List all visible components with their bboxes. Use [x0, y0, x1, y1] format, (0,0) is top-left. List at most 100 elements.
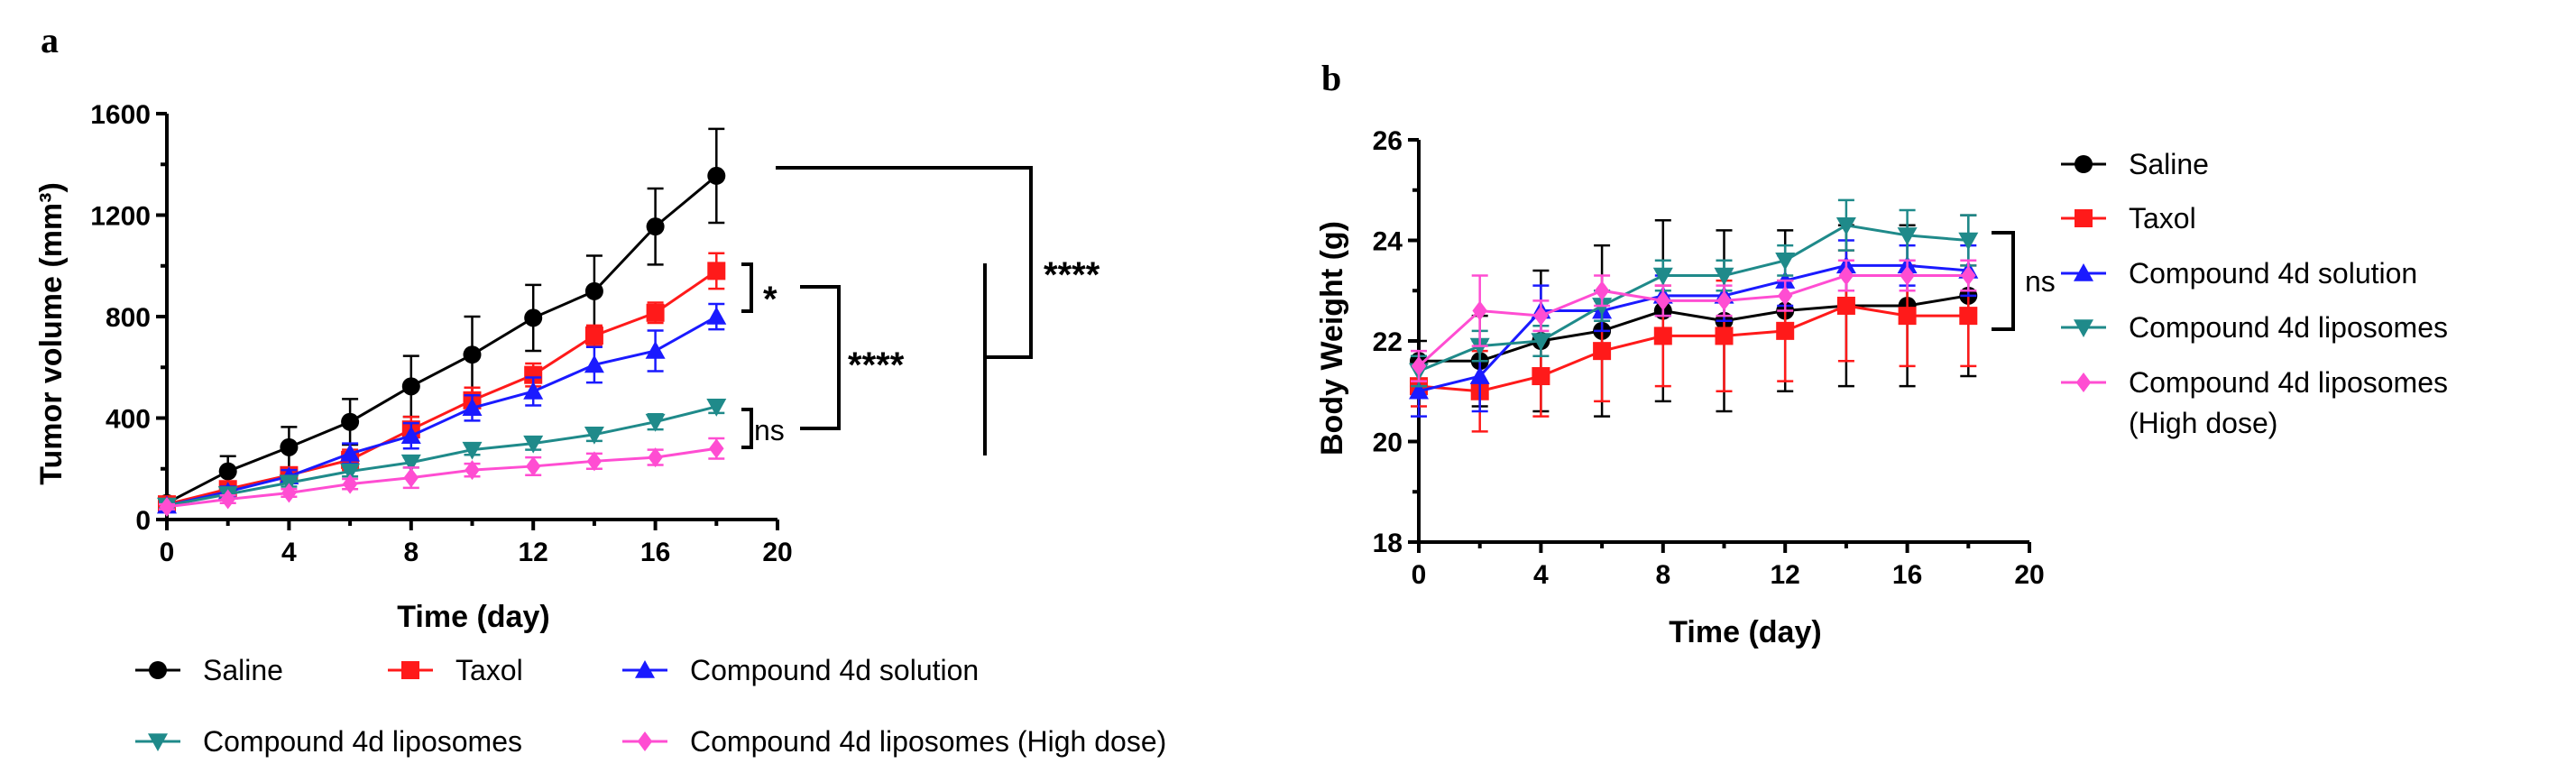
legend-marker [2074, 319, 2093, 337]
legend-item-taxol: Taxol [2061, 202, 2196, 235]
panel-a-data-point [646, 217, 665, 236]
legend-label: Compound 4d solution [2129, 257, 2417, 290]
panel-a-data-point [463, 345, 482, 364]
panel-a-data-point [584, 354, 604, 373]
panel-a-data-point [645, 413, 666, 432]
panel-b-data-point [1653, 327, 1672, 345]
legend-label-second-line: (High dose) [2129, 407, 2277, 439]
panel-b-data-point [1838, 265, 1854, 286]
legend-label: Taxol [455, 654, 523, 686]
legend-item-compound-4d-solution: Compound 4d solution [622, 654, 979, 686]
panel-a-series-line-compound-4d-liposomes-high-dose [166, 446, 717, 509]
panel-a-x-tick-label: 8 [403, 538, 419, 567]
legend-marker [2075, 155, 2093, 173]
panel-b-x-tick-label: 8 [1655, 560, 1670, 590]
panel-b-data-point [1897, 227, 1918, 245]
panel-b-data-point [1531, 333, 1551, 351]
legend-marker [2074, 263, 2093, 281]
panel-b-data-point [1836, 296, 1855, 315]
panel-a-data-point [524, 365, 543, 384]
panel-a-data-point [340, 463, 361, 482]
panel-a-data-point [280, 437, 299, 456]
panel-b-series-line-compound-4d-solution [1418, 263, 1969, 393]
panel-a-y-axis-title: Tumor volume (mm³) [34, 182, 69, 485]
legend-label: Taxol [2129, 202, 2196, 235]
panel-b-series [1409, 198, 1979, 433]
panel-b-series-line-saline [1419, 294, 1969, 363]
panel-a-data-point [401, 377, 420, 396]
panel-b-data-point [1835, 216, 1856, 235]
panel-a-series-compound-4d-solution [157, 302, 727, 514]
panel-a-y-tick-label: 800 [106, 303, 151, 333]
panel-a-data-point [220, 489, 235, 510]
panel-b-x-tick-label: 20 [2014, 560, 2044, 590]
panel-a-y-tick-label: 400 [106, 405, 151, 435]
panel-b-x-tick-label: 4 [1533, 560, 1549, 590]
panel-a-data-point [403, 467, 419, 488]
panel-b-y-tick-label: 20 [1373, 428, 1403, 458]
panel-a-data-point [400, 454, 421, 473]
panel-a-data-point [646, 303, 665, 322]
panel-b-series-compound-4d-solution [1409, 239, 1979, 418]
panel-a-axes: 0 4 8 12 16 20 0 400 800 1200 1600 [90, 100, 792, 567]
panel-b-data-point [1594, 281, 1610, 301]
bracket-body-weight [1992, 231, 2015, 331]
legend-item-compound-4d-liposomes: Compound 4d liposomes [2061, 311, 2448, 344]
panel-a-letter: a [41, 20, 59, 60]
panel-b-data-point [1958, 232, 1979, 251]
bracket-taxol-vs-solution [741, 262, 753, 313]
panel-b-data-point [1775, 253, 1796, 271]
panel-b-y-tick-label: 24 [1373, 227, 1403, 257]
legend-marker [635, 660, 655, 678]
panel-a-data-point [342, 474, 358, 494]
panel-a-series-line-compound-4d-liposomes [166, 405, 717, 508]
panel-b-data-point [1532, 367, 1550, 386]
panel-a-data-point [524, 308, 543, 327]
panel-a-y-tick-label: 1600 [90, 100, 151, 130]
panel-a-data-point [706, 307, 727, 325]
panel-a-x-tick-label: 0 [160, 538, 175, 567]
panel-a-data-point [341, 412, 360, 431]
ns-label-a: ns [754, 414, 785, 446]
legend-label: Compound 4d liposomes [2129, 311, 2448, 344]
panel-a-data-point [159, 496, 175, 517]
panel-a-data-point [584, 426, 604, 445]
legend-item-compound-4d-liposomes: Compound 4d liposomes [135, 725, 522, 758]
panel-b-x-axis-title: Time (day) [1669, 615, 1821, 649]
legend-item-saline: Saline [2061, 148, 2209, 180]
panel-a: a 0 4 8 12 16 20 0 400 800 1200 1600 Time (day) Tu… [34, 20, 1166, 758]
panel-b-data-point [1533, 306, 1549, 327]
legend-label: Saline [203, 654, 283, 686]
panel-a-series-compound-4d-liposomes-high-dose [159, 437, 725, 517]
legend-label: Compound 4d solution [690, 654, 979, 686]
panel-b-series-compound-4d-liposomes [1409, 198, 1979, 388]
panel-a-data-point [525, 455, 541, 476]
legend-marker [637, 731, 653, 751]
panel-b-legend: Saline Taxol Compound 4d solution Compound … [2061, 148, 2448, 439]
panel-a-data-point [584, 327, 603, 345]
panel-b-data-point [1652, 267, 1673, 286]
panel-a-data-point [707, 262, 726, 281]
panel-b-data-point [1777, 285, 1793, 306]
panel-b-data-point [1898, 307, 1917, 326]
panel-a-data-point [706, 399, 727, 417]
legend-item-compound-4d-liposomes-high-dose: Compound 4d liposomes [2061, 366, 2448, 399]
panel-b-data-point [1714, 267, 1734, 286]
panel-b-data-point [1900, 265, 1915, 286]
panel-b-letter: b [1321, 58, 1341, 98]
panel-b-x-tick-label: 16 [1892, 560, 1922, 590]
panel-a-data-point [648, 447, 663, 468]
sig-star-4-outer: **** [1044, 255, 1100, 295]
legend-item-saline: Saline [135, 654, 283, 686]
panel-a-x-axis-title: Time (day) [397, 600, 549, 634]
panel-a-x-tick-label: 16 [640, 538, 670, 567]
panel-a-data-point [709, 438, 724, 459]
legend-marker [149, 661, 167, 679]
panel-a-data-point [462, 441, 483, 460]
panel-b-y-axis-title: Body Weight (g) [1315, 221, 1349, 455]
panel-b-series-line-compound-4d-liposomes-high-dose [1417, 274, 1969, 367]
panel-b-series-line-taxol [1418, 304, 1969, 393]
panel-a-data-point [586, 451, 603, 472]
panel-a-data-point [400, 426, 421, 444]
